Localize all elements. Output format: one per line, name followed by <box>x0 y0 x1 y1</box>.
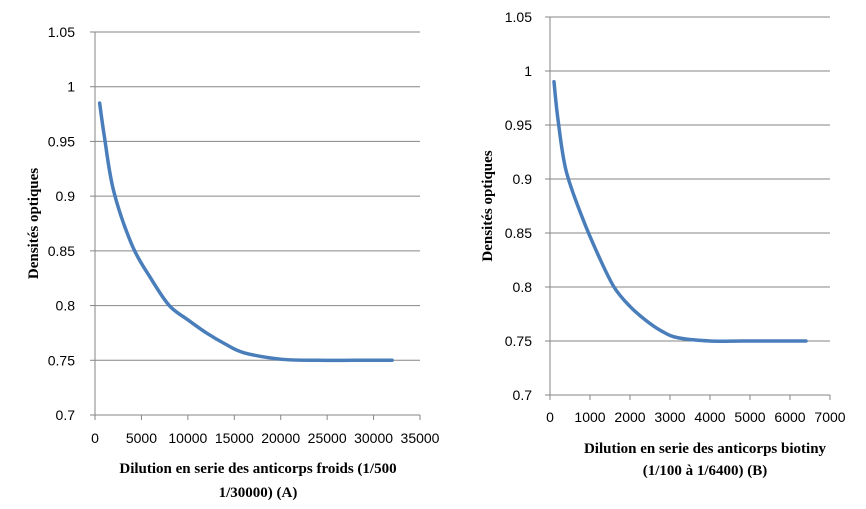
x-tick-label: 10000 <box>168 430 207 446</box>
y-tick-label: 0.85 <box>505 225 532 241</box>
x-axis-label: Dilution en serie des anticorps biotiny <box>584 441 827 457</box>
x-tick-label: 35000 <box>401 430 440 446</box>
x-tick-label: 5000 <box>126 430 157 446</box>
x-tick-label: 5000 <box>734 409 765 425</box>
y-tick-label: 0.8 <box>513 279 533 295</box>
y-axis-label: Densités optiques <box>26 168 42 279</box>
y-axis-label: Densités optiques <box>480 150 496 261</box>
x-tick-label: 0 <box>91 430 99 446</box>
y-tick-label: 1.05 <box>48 24 75 40</box>
x-tick-label: 7000 <box>814 409 845 425</box>
x-tick-label: 6000 <box>774 409 805 425</box>
x-tick-label: 2000 <box>614 409 645 425</box>
y-tick-label: 0.75 <box>505 333 532 349</box>
x-tick-label: 0 <box>546 409 554 425</box>
x-axis-label: Dilution en serie des anticorps froids (… <box>119 461 396 477</box>
y-tick-label: 1 <box>67 79 75 95</box>
x-tick-label: 4000 <box>694 409 725 425</box>
y-tick-label: 0.9 <box>56 188 76 204</box>
x-tick-label: 15000 <box>215 430 254 446</box>
y-tick-label: 0.75 <box>48 352 75 368</box>
y-tick-label: 0.95 <box>48 133 75 149</box>
y-tick-label: 0.9 <box>513 171 533 187</box>
y-tick-label: 0.95 <box>505 117 532 133</box>
x-tick-label: 25000 <box>308 430 347 446</box>
y-tick-label: 1.05 <box>505 9 532 25</box>
y-tick-label: 1 <box>524 63 532 79</box>
chart-a: 0.7 0.75 0.8 0.85 0.9 0.95 1 1.05 0 5000 10000 1500… <box>26 24 440 501</box>
x-axis-label: 1/30000) (A) <box>219 485 298 501</box>
series-line <box>97 101 394 363</box>
x-tick-label: 1000 <box>574 409 605 425</box>
x-tick-label: 3000 <box>654 409 685 425</box>
chart-b: 0.7 0.75 0.8 0.85 0.9 0.95 1 1.05 0 1000 2000 3000 4… <box>480 9 846 479</box>
y-tick-label: 0.8 <box>56 298 76 314</box>
y-tick-label: 0.7 <box>513 387 533 403</box>
x-axis-label: (1/100 à 1/6400) (B) <box>643 463 768 479</box>
y-tick-label: 0.85 <box>48 243 75 259</box>
y-tick-label: 0.7 <box>56 407 76 423</box>
x-tick-label: 30000 <box>354 430 393 446</box>
x-tick-label: 20000 <box>261 430 300 446</box>
series-line <box>552 80 808 343</box>
